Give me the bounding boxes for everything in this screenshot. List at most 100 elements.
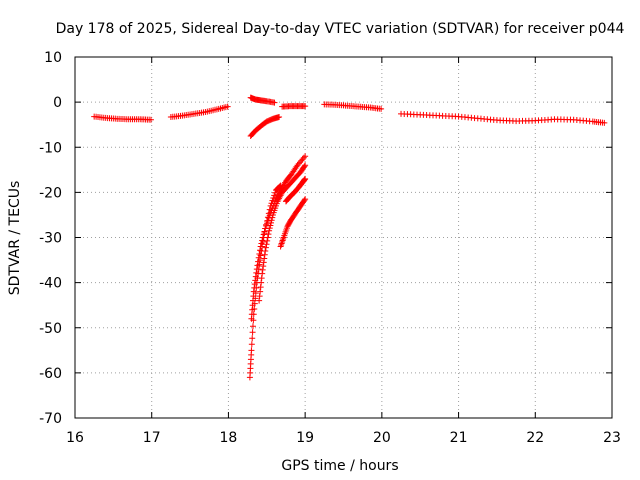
data-point [259,266,266,273]
data-point [252,273,259,280]
data-point [302,153,309,160]
y-tick-label: -40 [39,276,62,292]
x-axis-title: GPS time / hours [281,458,398,474]
data-point [265,231,272,238]
series-seg-b [167,103,231,121]
data-point [255,258,262,265]
x-tick-label: 19 [296,430,314,446]
x-tick-labels: 16 17 18 19 20 21 22 23 [66,430,621,446]
series-drop-4 [277,196,309,250]
data-point [260,263,267,270]
data-point [268,219,275,226]
y-tick-label: -50 [39,321,62,337]
data-point [271,99,278,106]
y-tick-labels: 10 0 -10 -20 -30 -40 -50 -60 -70 [39,50,62,427]
y-tick-label: 0 [53,95,62,111]
data-point [302,175,309,182]
x-tick-label: 21 [450,430,468,446]
x-tick-label: 17 [143,430,161,446]
data-point [248,347,255,354]
data-point [250,288,257,295]
data-point [302,196,309,203]
data-point [249,329,256,336]
data-point [301,163,308,170]
data-point [269,197,276,204]
grid [75,57,612,418]
series-seg-f [321,101,385,112]
data-point [267,222,274,229]
data-point [251,281,258,288]
data-points [91,94,608,381]
data-point [302,162,309,169]
data-point [264,237,271,244]
x-tick-label: 16 [66,430,84,446]
data-point [253,266,260,273]
series-seg-c [247,94,278,106]
series-drop-3 [256,162,309,304]
series-seg-a [91,113,154,123]
data-point [269,214,276,221]
chart-title: Day 178 of 2025, Sidereal Day-to-day VTE… [56,21,625,37]
data-point [278,240,285,247]
data-point [251,284,258,291]
y-tick-label: -70 [39,411,62,427]
data-point [256,293,263,300]
data-point [249,323,256,330]
data-point [257,284,264,291]
y-tick-label: -60 [39,366,62,382]
series-seg-g [398,110,608,126]
data-point [279,239,286,246]
data-point [268,217,275,224]
data-point [378,105,385,112]
data-point [258,240,265,247]
data-point [261,251,268,258]
data-point [224,103,231,110]
data-point [257,243,264,250]
data-point [258,275,265,282]
data-point [261,255,268,262]
data-point [262,248,269,255]
y-tick-label: -10 [39,140,62,156]
series-drop-1 [246,182,284,381]
data-point [266,225,273,232]
x-tick-label: 18 [220,430,238,446]
y-tick-label: 10 [44,50,62,66]
data-point [253,269,260,276]
y-tick-label: -30 [39,231,62,247]
data-point [280,236,287,243]
data-point [601,119,608,126]
x-tick-label: 23 [603,430,621,446]
data-point [249,335,256,342]
data-point [252,277,259,284]
series-seg-e [279,103,309,110]
data-point [257,247,264,254]
data-point [257,288,264,295]
x-tick-label: 22 [526,430,544,446]
data-point [256,297,263,304]
y-axis-title: SDTVAR / TECUs [7,181,23,296]
data-point [266,227,273,234]
series-seg-d [247,114,283,139]
data-point [147,116,154,123]
plot-frame [74,56,613,419]
data-point [263,241,270,248]
data-point [256,251,263,258]
data-point [258,279,265,286]
data-point [255,254,262,261]
series-drop-5 [282,175,309,205]
data-point [260,259,267,266]
data-point [301,197,308,204]
data-point [278,242,285,249]
data-point [264,234,271,241]
data-point [276,114,283,121]
data-point [262,244,269,251]
data-point [277,243,284,250]
data-point [302,103,309,110]
data-point [259,270,266,277]
data-point [248,341,255,348]
data-point [254,262,261,269]
x-tick-label: 20 [373,430,391,446]
data-point [261,228,268,235]
y-tick-label: -20 [39,185,62,201]
